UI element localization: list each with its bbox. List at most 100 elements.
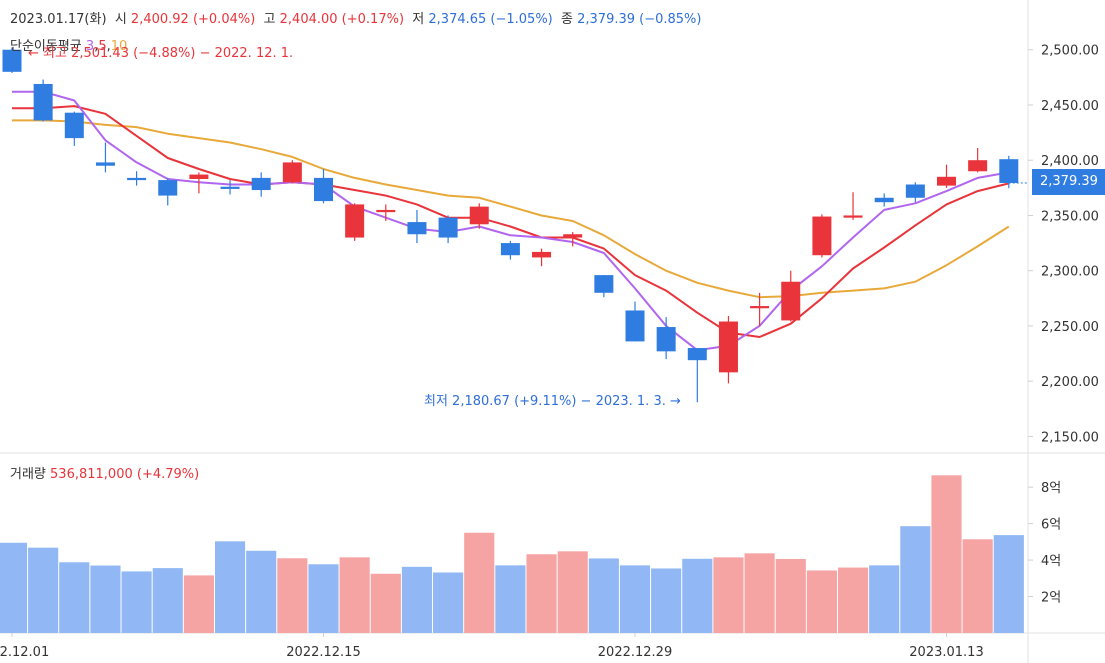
candle-body — [2, 49, 22, 72]
open-value: 2,400.92 (+0.04%) — [130, 12, 256, 27]
ma-legend-5: 5 — [98, 39, 107, 54]
candle-body — [781, 281, 801, 321]
volume-bar — [495, 565, 526, 633]
volume-bar — [59, 562, 90, 633]
volume-bar — [308, 564, 339, 633]
candle-body — [220, 186, 240, 189]
candle-body — [33, 83, 53, 121]
volume-bar — [526, 554, 557, 633]
candle-body — [812, 216, 832, 256]
ma5-line — [12, 105, 1010, 338]
candle-body — [345, 204, 365, 238]
ohlc-date: 2023.01.17(화) — [10, 12, 107, 27]
candle-body — [438, 217, 458, 238]
volume-bar — [339, 557, 370, 633]
candle-body — [750, 306, 770, 309]
candle-body — [376, 209, 396, 213]
date-tick-label: 2022.12.01 — [0, 645, 49, 660]
volume-axis: 8억 6억 4억 2억 — [1028, 481, 1061, 606]
volume-bar — [277, 558, 308, 633]
candle-body — [282, 162, 302, 183]
candle-body — [563, 234, 583, 238]
volume-bar — [619, 565, 651, 633]
price-tick-label: 2,250.00 — [1041, 320, 1099, 335]
volume-bar — [993, 535, 1024, 633]
ma10-line — [12, 119, 1010, 299]
volume-bar — [837, 567, 869, 633]
low-label: 저 — [412, 12, 425, 27]
candle-body — [999, 159, 1019, 183]
date-tick-label: 2023.01.13 — [909, 645, 983, 660]
date-axis: 2022.12.01 2022.12.15 2022.12.29 2023.01.13 — [0, 633, 984, 660]
candle-body — [968, 160, 988, 172]
volume-bar — [651, 568, 682, 633]
candle-body — [127, 177, 147, 181]
candle-body — [407, 222, 427, 235]
price-tick-label: 2,350.00 — [1041, 209, 1099, 224]
candle-body — [874, 197, 894, 203]
volume-bar — [28, 547, 59, 633]
price-tick-label: 2,400.00 — [1041, 154, 1099, 169]
volume-bar — [713, 557, 744, 633]
candle-body — [905, 184, 925, 198]
high-value: 2,404.00 (+0.17%) — [279, 12, 405, 27]
volume-bar — [588, 558, 619, 633]
ohlc-header: 2023.01.17(화) 시 2,400.92 (+0.04%) 고 2,40… — [10, 8, 701, 27]
candle-body — [843, 215, 863, 218]
low-annotation: 최저 2,180.67 (+9.11%) − 2023. 1. 3. → — [424, 394, 681, 409]
open-label: 시 — [114, 12, 127, 27]
volume-bar — [370, 573, 401, 633]
candle-body — [469, 206, 489, 225]
volume-bar — [744, 553, 775, 633]
low-value: 2,374.65 (−1.05%) — [428, 12, 553, 27]
volume-tick-label: 8억 — [1041, 481, 1061, 496]
high-annotation: ← 최고 2,501.43 (−4.88%) − 2022. 12. 1. — [28, 46, 294, 61]
price-tick-label: 2,200.00 — [1041, 375, 1099, 390]
volume-label: 거래량 — [10, 467, 46, 482]
candle-body — [594, 275, 614, 293]
price-tick-label: 2,450.00 — [1041, 99, 1099, 114]
candle-body — [95, 162, 115, 166]
volume-bar — [152, 568, 183, 633]
candle-body — [189, 174, 209, 179]
high-label: 고 — [263, 12, 276, 27]
volume-tick-label: 2억 — [1041, 591, 1061, 606]
ma-legend-label: 단순이동평균 — [10, 39, 82, 54]
candle-body — [718, 321, 738, 373]
volume-bar — [90, 565, 121, 633]
volume-bar — [806, 570, 837, 633]
volume-bar — [775, 558, 806, 633]
volume-bar — [464, 532, 495, 633]
moving-average-lines — [12, 90, 1010, 352]
volume-bar — [682, 558, 713, 633]
candle-body — [656, 327, 676, 352]
ma-legend[interactable]: 단순이동평균 3,5,10 — [10, 39, 128, 54]
candle-body — [687, 348, 707, 361]
volume-bar — [214, 541, 246, 633]
volume-bar — [962, 539, 993, 633]
volume-bar — [0, 542, 28, 633]
volume-bar — [433, 572, 464, 633]
volume-bar — [121, 571, 152, 633]
volume-bar — [900, 526, 931, 633]
ma-legend-3: 3 — [85, 39, 95, 54]
volume-bar — [557, 551, 588, 633]
last-price-tag: 2,379.39 — [1032, 169, 1105, 195]
candle-body — [158, 180, 178, 196]
volume-bar — [869, 565, 900, 633]
candle-body — [532, 251, 552, 258]
ma3-line — [12, 90, 1009, 352]
volume-bar — [183, 575, 214, 633]
candle-body — [314, 177, 333, 202]
price-tick-label: 2,300.00 — [1041, 265, 1099, 280]
volume-tick-label: 6억 — [1041, 518, 1061, 533]
volume-value: 536,811,000 (+4.79%) — [50, 467, 200, 482]
price-tick-label: 2,500.00 — [1041, 44, 1099, 59]
price-axis: 2,500.00 2,450.00 2,400.00 2,350.00 2,300.00… — [1028, 44, 1099, 445]
candle-body — [64, 112, 84, 139]
volume-bar — [401, 566, 433, 633]
candlesticks — [2, 47, 1028, 403]
volume-bar — [931, 475, 962, 633]
candle-body — [625, 310, 645, 342]
